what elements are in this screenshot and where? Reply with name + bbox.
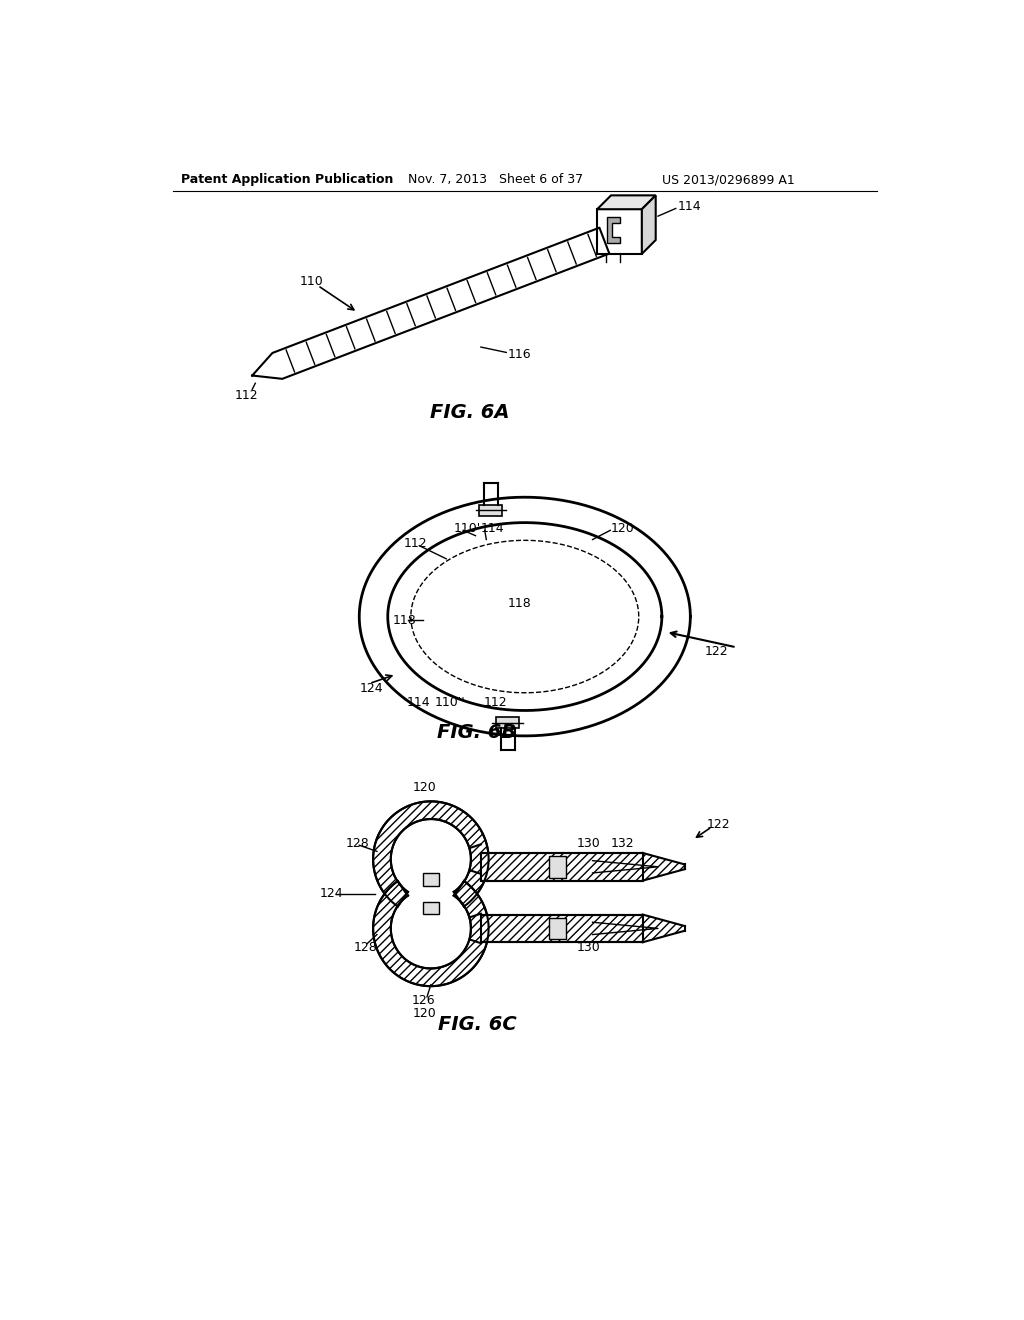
Text: 124: 124 <box>360 681 384 694</box>
Text: 120: 120 <box>413 781 436 795</box>
Text: Patent Application Publication: Patent Application Publication <box>180 173 393 186</box>
Text: 112: 112 <box>234 389 258 403</box>
Text: 120: 120 <box>413 1007 436 1019</box>
Text: US 2013/0296899 A1: US 2013/0296899 A1 <box>662 173 795 186</box>
Text: 132: 132 <box>610 837 634 850</box>
Text: 122: 122 <box>705 644 728 657</box>
Polygon shape <box>373 801 488 907</box>
Text: 114: 114 <box>481 521 505 535</box>
Text: 128: 128 <box>354 941 378 954</box>
Text: 118: 118 <box>508 597 531 610</box>
Text: 122: 122 <box>707 818 730 832</box>
Text: Nov. 7, 2013   Sheet 6 of 37: Nov. 7, 2013 Sheet 6 of 37 <box>408 173 583 186</box>
Polygon shape <box>373 880 488 986</box>
Polygon shape <box>479 506 503 516</box>
Text: 126: 126 <box>412 994 435 1007</box>
Text: 114: 114 <box>407 696 430 709</box>
Text: 128: 128 <box>346 837 370 850</box>
Polygon shape <box>550 917 566 940</box>
Polygon shape <box>597 195 655 209</box>
Text: 112: 112 <box>483 696 507 709</box>
Text: 130: 130 <box>578 941 601 954</box>
Text: 118: 118 <box>392 614 416 627</box>
Text: 110'': 110'' <box>435 696 466 709</box>
Text: 130: 130 <box>578 837 601 850</box>
Polygon shape <box>423 874 438 886</box>
Polygon shape <box>497 718 519 729</box>
Text: 114: 114 <box>677 199 700 213</box>
Text: FIG. 6A: FIG. 6A <box>430 403 509 422</box>
Text: FIG. 6C: FIG. 6C <box>437 1015 516 1034</box>
Polygon shape <box>607 216 620 243</box>
Polygon shape <box>481 915 643 942</box>
Polygon shape <box>642 195 655 253</box>
Text: FIG. 6B: FIG. 6B <box>437 722 517 742</box>
Text: 116: 116 <box>508 348 531 362</box>
Polygon shape <box>423 902 438 915</box>
Text: 110: 110 <box>300 275 324 288</box>
Polygon shape <box>481 853 643 880</box>
Text: 112: 112 <box>403 537 428 550</box>
Polygon shape <box>550 857 566 878</box>
Text: 110': 110' <box>454 521 481 535</box>
Text: 124: 124 <box>319 887 343 900</box>
Polygon shape <box>597 209 642 253</box>
Text: 120: 120 <box>610 521 634 535</box>
